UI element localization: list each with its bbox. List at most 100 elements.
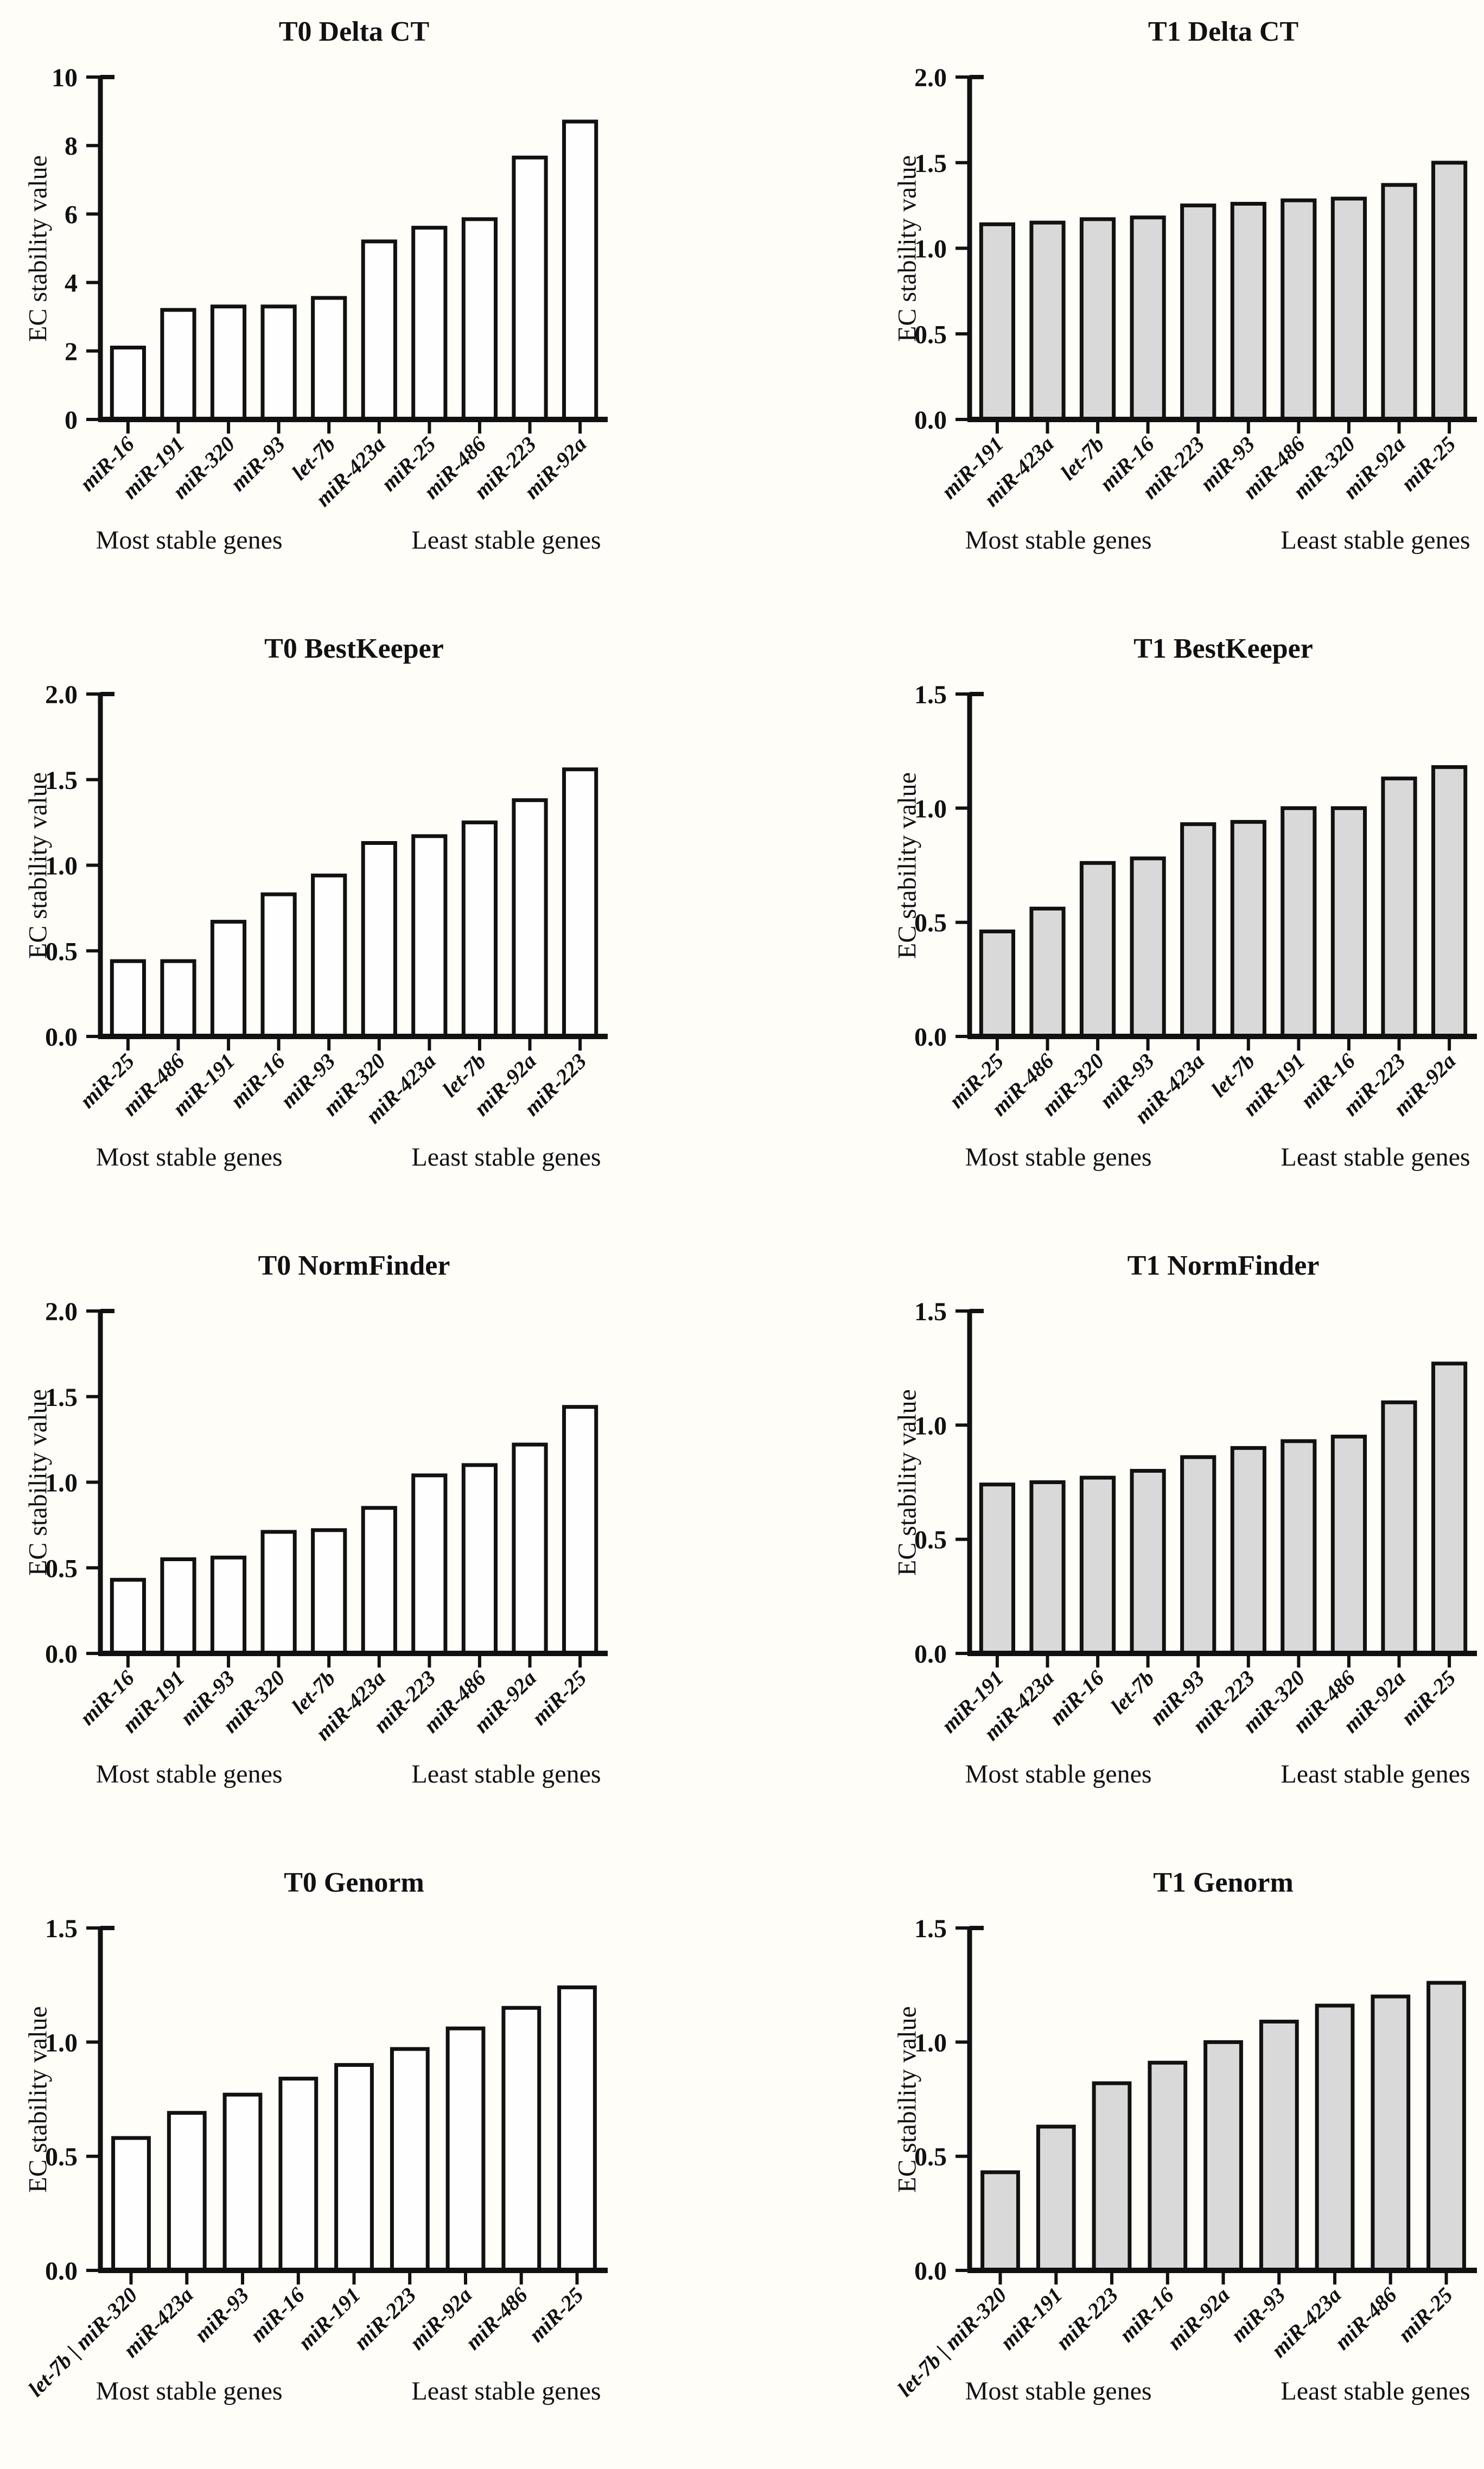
bar-miR-92a — [1381, 1400, 1417, 1656]
bar-miR-93 — [260, 304, 297, 422]
bar-miR-16 — [260, 892, 297, 1039]
bar-miR-486 — [501, 2006, 542, 2273]
bar-miR-486 — [1371, 1994, 1411, 2273]
chart-panel-t0-genorm: T0 Genorm EC stability value let-7b | mi… — [0, 1851, 742, 2468]
plot-area: miR-191miR-423amiR-16let-7bmiR-93miR-223… — [914, 1297, 1477, 1745]
bar-miR-93 — [311, 873, 347, 1039]
bar-miR-92a — [445, 2026, 486, 2273]
chart-title: T0 Delta CT — [278, 16, 430, 47]
bar-miR-320 — [1281, 1439, 1317, 1656]
least-stable-label: Least stable genes — [1281, 526, 1470, 555]
bar-let-7b — [1130, 1469, 1166, 1656]
bar-miR-25 — [1431, 161, 1468, 422]
least-stable-label: Least stable genes — [1281, 1760, 1470, 1789]
plot-area: miR-25miR-486miR-320miR-93miR-423alet-7b… — [914, 680, 1477, 1128]
bar-miR-423a — [167, 2111, 207, 2273]
bar-miR-423a — [1029, 220, 1066, 422]
y-tick-label: 1.0 — [914, 794, 947, 823]
chart-title: T1 NormFinder — [1127, 1250, 1320, 1281]
y-tick-label: 0.0 — [45, 2257, 78, 2286]
bar-miR-191 — [1281, 806, 1317, 1039]
y-tick-label: 1.5 — [45, 766, 78, 795]
bar-miR-486 — [160, 959, 196, 1039]
least-stable-label: Least stable genes — [1281, 1143, 1470, 1172]
bar-miR-16 — [278, 2077, 319, 2273]
chart-panel-t1-bestkeeper: T1 BestKeeper EC stability value miR-25 m… — [742, 617, 1484, 1234]
bar-let-7b — [1230, 820, 1266, 1039]
bar-miR-423a — [361, 1506, 397, 1656]
bar-miR-423a — [411, 834, 448, 1039]
x-tick-label: miR-16 — [226, 1049, 290, 1113]
y-tick-label: 1.5 — [914, 1914, 947, 1943]
y-tick-label: 6 — [65, 200, 78, 229]
y-tick-label: 1.0 — [914, 1411, 947, 1440]
bar-miR-25 — [411, 226, 448, 422]
most-stable-label: Most stable genes — [965, 526, 1152, 555]
bar-miR-92a — [1431, 765, 1468, 1039]
bar-let-7b — [311, 1528, 347, 1656]
y-tick-label: 2.0 — [914, 63, 947, 92]
y-tick-label: 1.0 — [45, 852, 78, 881]
most-stable-label: Most stable genes — [965, 2377, 1152, 2406]
y-tick-label: 10 — [52, 63, 78, 92]
bar-miR-191 — [979, 222, 1015, 422]
bar-miR-486 — [461, 1463, 498, 1656]
bar-miR-93 — [1130, 856, 1166, 1039]
bar-miR-93 — [222, 2092, 263, 2273]
bar-miR-25 — [1426, 1981, 1466, 2273]
y-tick-label: 1.0 — [914, 235, 947, 264]
y-tick-label: 0.5 — [914, 2143, 947, 2172]
x-tick-label: miR-25 — [1396, 432, 1460, 496]
y-tick-label: 0.5 — [914, 320, 947, 349]
bar-miR-92a — [562, 119, 598, 422]
bar-miR-223 — [1230, 1446, 1266, 1656]
bar-miR-191 — [160, 1557, 196, 1656]
x-tick-label: miR-191 — [293, 2283, 365, 2355]
bar-miR-93 — [1230, 202, 1266, 422]
x-tick-label: miR-92a — [1162, 2283, 1234, 2355]
bar-miR-16 — [1148, 2060, 1188, 2273]
x-tick-label: miR-25 — [527, 1666, 591, 1730]
bar-miR-191 — [979, 1482, 1015, 1656]
chart-title: T0 Genorm — [284, 1867, 424, 1898]
y-tick-label: 1.5 — [914, 680, 947, 709]
least-stable-label: Least stable genes — [411, 1760, 601, 1789]
chart-panel-t1-normfinder: T1 NormFinder EC stability value miR-191… — [742, 1234, 1484, 1851]
x-tick-label: miR-92a — [405, 2283, 476, 2355]
most-stable-label: Most stable genes — [95, 526, 283, 555]
x-tick-label: miR-191 — [995, 2283, 1067, 2355]
bar-miR-25 — [557, 1985, 597, 2273]
bar-miR-92a — [512, 1442, 548, 1656]
least-stable-label: Least stable genes — [411, 2377, 601, 2406]
most-stable-label: Most stable genes — [95, 1143, 283, 1172]
chart-panel-t0-delta-ct: T0 Delta CT EC stability value miR-16 miR… — [0, 0, 742, 617]
bar-let-7b — [461, 820, 498, 1039]
bar-let-7b | miR-320 — [111, 2136, 151, 2273]
bar-miR-423a — [1315, 2003, 1355, 2273]
y-tick-label: 0.5 — [45, 1554, 78, 1583]
bar-miR-223 — [1381, 777, 1417, 1039]
bar-miR-423a — [1029, 1480, 1066, 1656]
most-stable-label: Most stable genes — [965, 1143, 1152, 1172]
x-tick-label: miR-25 — [1393, 2283, 1457, 2347]
bar-miR-486 — [461, 217, 498, 422]
y-tick-label: 8 — [65, 132, 78, 161]
y-tick-label: 1.5 — [45, 1914, 78, 1943]
bar-miR-320 — [361, 841, 397, 1039]
y-tick-label: 1.5 — [45, 1383, 78, 1412]
bar-let-7b | miR-320 — [980, 2170, 1020, 2273]
x-tick-label: miR-93 — [189, 2283, 253, 2347]
bar-miR-92a — [1381, 183, 1417, 422]
y-tick-label: 0.5 — [914, 1526, 947, 1555]
x-tick-label: miR-25 — [524, 2283, 588, 2347]
bar-miR-486 — [1029, 906, 1066, 1039]
plot-area: let-7b | miR-320miR-423amiR-93miR-16miR-… — [23, 1914, 608, 2401]
bar-miR-92a — [1203, 2040, 1243, 2273]
x-tick-label: miR-16 — [1044, 1666, 1109, 1730]
bar-miR-25 — [1431, 1361, 1468, 1656]
bar-miR-16 — [1130, 215, 1166, 422]
chart-title: T1 Genorm — [1153, 1867, 1294, 1898]
most-stable-label: Most stable genes — [965, 1760, 1152, 1789]
bar-miR-93 — [1259, 2020, 1299, 2273]
